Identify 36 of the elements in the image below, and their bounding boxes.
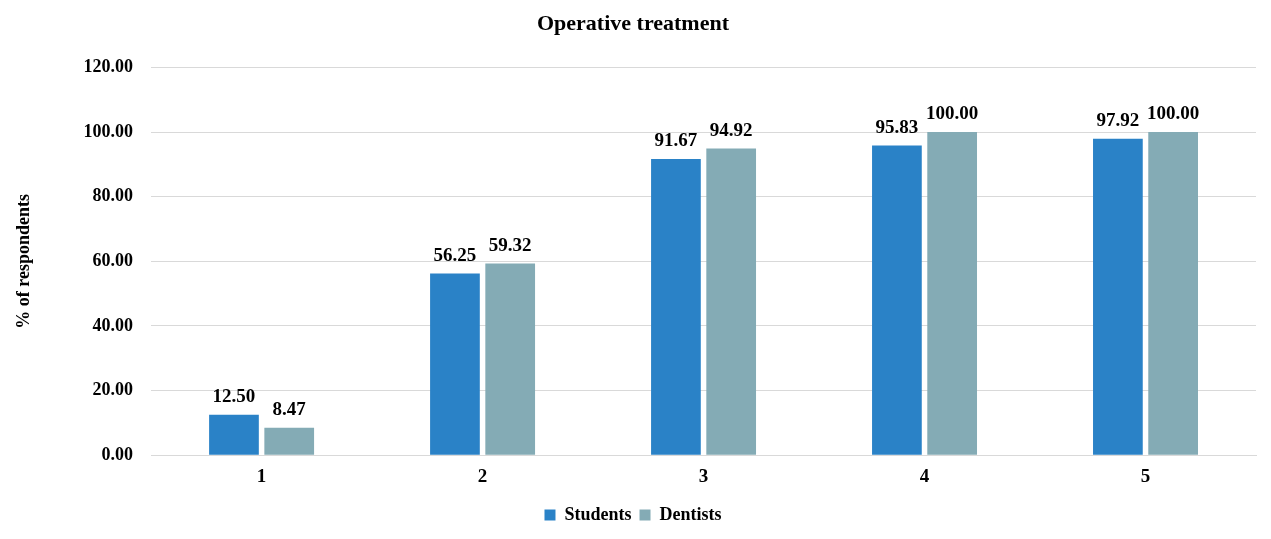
data-label: 91.67 bbox=[654, 129, 698, 151]
data-label: 100.00 bbox=[1147, 102, 1200, 124]
y-tick-label: 60.00 bbox=[92, 249, 134, 270]
x-tick-label: 4 bbox=[919, 464, 930, 486]
y-tick-label: 100.00 bbox=[83, 120, 134, 141]
bar bbox=[872, 145, 922, 455]
bar bbox=[430, 273, 480, 455]
data-label: 56.25 bbox=[433, 243, 477, 265]
y-tick-label: 20.00 bbox=[92, 379, 134, 400]
y-tick-label: 80.00 bbox=[92, 185, 134, 206]
bar bbox=[264, 427, 315, 455]
bar bbox=[209, 414, 259, 455]
data-label: 8.47 bbox=[272, 398, 307, 420]
data-label: 95.83 bbox=[875, 115, 919, 137]
bar bbox=[651, 158, 701, 455]
x-tick-label: 2 bbox=[477, 464, 488, 486]
x-tick-label: 3 bbox=[698, 464, 709, 486]
y-tick-label: 40.00 bbox=[92, 314, 134, 335]
bar bbox=[1148, 132, 1198, 455]
y-tick-label: 120.00 bbox=[83, 56, 134, 77]
data-label: 59.32 bbox=[488, 233, 532, 255]
data-label: 100.00 bbox=[926, 102, 979, 124]
bar bbox=[1093, 138, 1143, 455]
y-axis-title: % of respondents bbox=[13, 193, 34, 329]
y-tick-label: 0.00 bbox=[101, 443, 134, 464]
x-tick-label: 1 bbox=[256, 464, 267, 486]
data-label: 12.50 bbox=[212, 385, 256, 407]
x-tick-label: 5 bbox=[1140, 464, 1151, 486]
legend-label: Dentists bbox=[659, 503, 722, 524]
chart-title: Operative treatment bbox=[536, 9, 730, 35]
bar bbox=[706, 148, 757, 455]
data-label: 97.92 bbox=[1096, 109, 1140, 131]
bar bbox=[485, 263, 536, 455]
data-label: 94.92 bbox=[709, 118, 753, 140]
bar bbox=[927, 132, 978, 455]
legend-label: Students bbox=[564, 503, 632, 524]
